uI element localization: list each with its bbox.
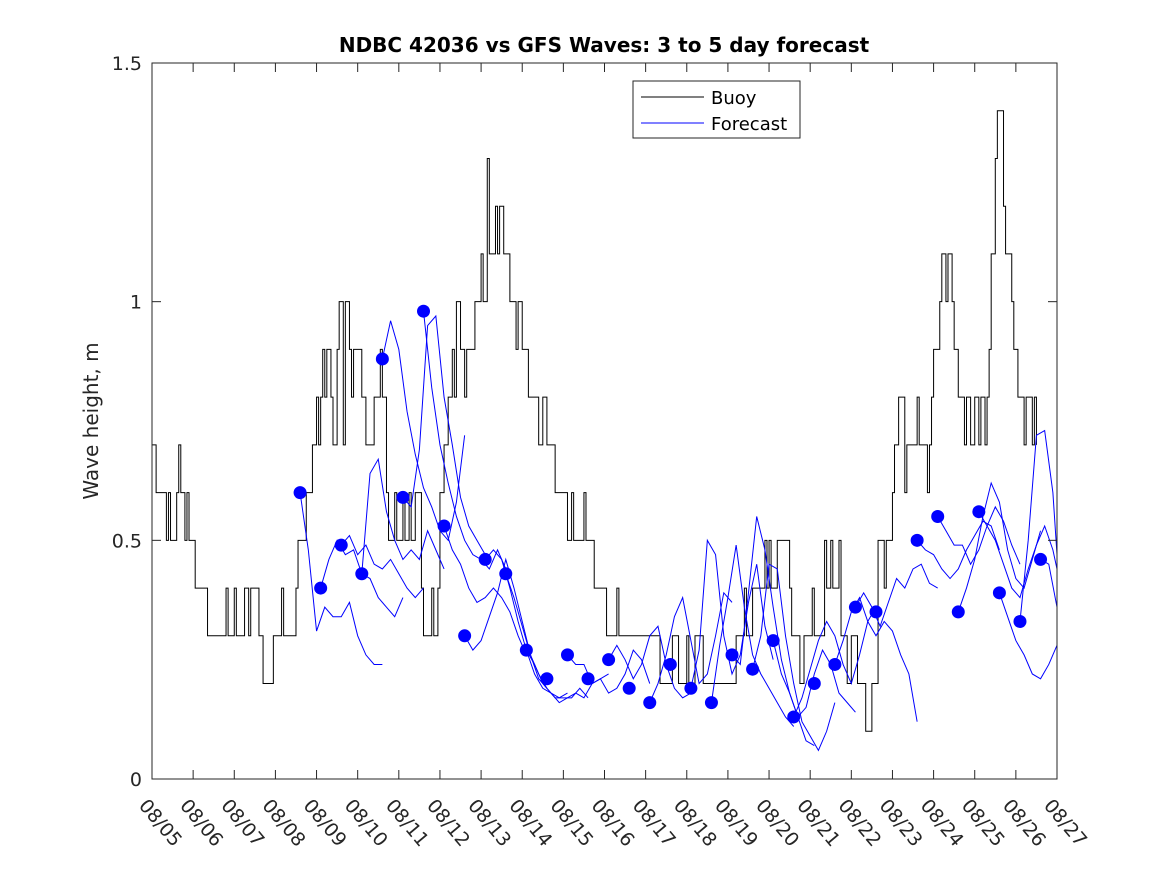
- forecast-start-marker: [581, 672, 595, 686]
- forecast-start-marker: [643, 696, 657, 710]
- forecast-line: [978, 511, 1058, 599]
- y-tick-labels: 0 0.5 1 1.5: [112, 53, 142, 791]
- forecast-start-marker: [1034, 552, 1048, 566]
- legend-forecast-label: Forecast: [711, 114, 787, 135]
- forecast-line: [998, 592, 1058, 680]
- forecast-line: [731, 516, 815, 747]
- forecast-line: [361, 457, 445, 574]
- forecast-start-marker: [807, 677, 821, 691]
- y-axis-label: Wave height, m: [79, 342, 103, 499]
- forecast-start-marker: [931, 509, 945, 523]
- forecast-start-marker: [746, 662, 760, 676]
- forecast-start-marker: [519, 643, 533, 657]
- forecast-start-marker: [375, 352, 389, 366]
- legend-box: [632, 80, 801, 139]
- forecast-line: [423, 311, 507, 570]
- forecast-start-marker: [437, 519, 451, 533]
- forecast-start-marker: [355, 567, 369, 581]
- forecast-start-marker: [787, 710, 801, 724]
- forecast-start-marker: [1013, 614, 1027, 628]
- forecast-start-marker: [992, 586, 1006, 600]
- forecast-line: [772, 640, 856, 718]
- forecast-line: [649, 591, 733, 703]
- forecast-start-marker: [478, 552, 492, 566]
- forecast-line: [834, 596, 918, 722]
- forecast-line: [567, 649, 651, 694]
- forecast-line: [690, 538, 774, 689]
- chart-title: NDBC 42036 vs GFS Waves: 3 to 5 day fore…: [339, 33, 870, 57]
- forecast-line: [957, 481, 1042, 613]
- forecast-start-marker: [602, 653, 616, 667]
- forecast-start-marker: [828, 657, 842, 671]
- forecast-line: [443, 525, 527, 656]
- forecast-line: [402, 314, 486, 555]
- forecast-line: [937, 505, 1021, 566]
- forecast-start-marker: [848, 600, 862, 614]
- forecast-start-marker: [663, 657, 677, 671]
- forecast-start-marker: [951, 605, 965, 619]
- forecast-start-marker: [417, 304, 430, 318]
- marker-layer: [293, 304, 1048, 724]
- forecast-start-marker: [540, 672, 554, 686]
- axes-background: [152, 63, 1057, 779]
- forecast-start-marker: [684, 681, 698, 695]
- forecast-line: [340, 534, 424, 599]
- forecast-start-marker: [704, 696, 718, 710]
- forecast-line: [854, 563, 938, 628]
- forecast-line: [752, 563, 836, 752]
- buoy-layer: [152, 110, 1037, 732]
- forecast-line: [299, 492, 383, 665]
- y-tick-label: 1: [130, 292, 142, 314]
- forecast-start-marker: [766, 634, 780, 648]
- forecast-start-marker: [334, 538, 348, 552]
- forecast-start-marker: [396, 490, 410, 504]
- forecast-start-marker: [314, 581, 328, 595]
- forecast-start-marker: [499, 567, 513, 581]
- legend: Buoy Forecast: [632, 80, 801, 139]
- plot-area: [151, 62, 1058, 780]
- forecast-start-marker: [622, 681, 636, 695]
- y-tick-label: 0: [130, 769, 142, 791]
- forecast-line: [608, 625, 692, 699]
- legend-buoy-label: Buoy: [711, 88, 757, 109]
- forecast-start-marker: [293, 486, 307, 500]
- forecast-start-marker: [458, 629, 472, 643]
- y-tick-label: 0.5: [112, 530, 142, 552]
- ticks-layer: [151, 62, 1058, 780]
- forecast-line: [1019, 429, 1058, 622]
- forecast-start-marker: [972, 505, 986, 519]
- forecast-start-marker: [910, 533, 924, 547]
- forecast-line: [710, 545, 795, 727]
- forecast-start-marker: [560, 648, 574, 662]
- y-tick-label: 1.5: [112, 53, 142, 75]
- forecast-line: [381, 320, 466, 542]
- forecast-line: [793, 606, 877, 718]
- forecast-start-marker: [869, 605, 883, 619]
- buoy-line: [152, 110, 1037, 732]
- forecast-start-marker: [725, 648, 739, 662]
